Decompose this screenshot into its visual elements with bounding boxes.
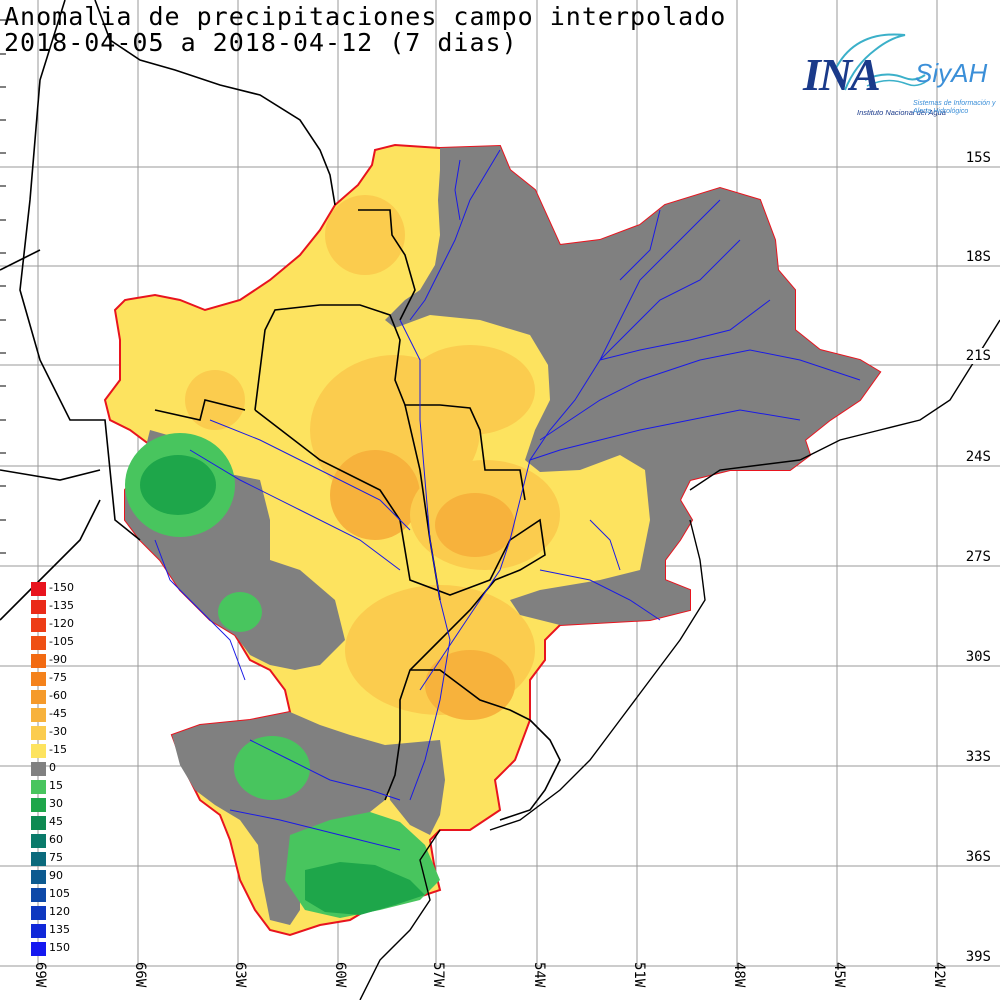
- legend-label: -45: [49, 707, 67, 720]
- legend-item: 135: [31, 922, 91, 940]
- legend-item: -60: [31, 688, 91, 706]
- legend-swatch: [31, 906, 46, 920]
- legend-item: -120: [31, 616, 91, 634]
- legend-swatch: [31, 852, 46, 866]
- legend-item: 120: [31, 904, 91, 922]
- logo-ina-text: INA: [803, 49, 881, 100]
- legend-item: 15: [31, 778, 91, 796]
- legend-item: 0: [31, 760, 91, 778]
- legend-item: -135: [31, 598, 91, 616]
- legend-label: 15: [49, 779, 63, 792]
- color-legend: -150 -135 -120 -105 -90 -75 -60 -45 -30 -15 0 15 30 4…: [31, 580, 91, 958]
- legend-swatch: [31, 690, 46, 704]
- country-borders: [0, 0, 561, 821]
- ina-siyah-logo: INA SiyAH Instituto Nacional del Agua Si…: [795, 30, 1000, 130]
- legend-swatch: [31, 708, 46, 722]
- legend-label: -90: [49, 653, 67, 666]
- legend-item: -90: [31, 652, 91, 670]
- logo-system-full: Sistemas de Información y Alerta Hidroló…: [913, 100, 996, 115]
- legend-label: -60: [49, 689, 67, 702]
- lat-label: 33S: [964, 749, 992, 765]
- lon-label: 63W: [232, 962, 248, 988]
- legend-item: -105: [31, 634, 91, 652]
- legend-label: 120: [49, 905, 70, 918]
- lon-label: 45W: [831, 962, 847, 988]
- lat-label: 15S: [964, 150, 992, 166]
- map-title: Anomalia de precipitaciones campo interp…: [4, 2, 727, 31]
- legend-swatch: [31, 834, 46, 848]
- legend-label: -150: [49, 581, 74, 594]
- orange-patches: [185, 195, 560, 720]
- legend-swatch: [31, 618, 46, 632]
- legend-label: -120: [49, 617, 74, 630]
- legend-item: -15: [31, 742, 91, 760]
- legend-label: -15: [49, 743, 67, 756]
- legend-swatch: [31, 654, 46, 668]
- lon-label: 54W: [531, 962, 547, 988]
- legend-swatch: [31, 672, 46, 686]
- legend-swatch: [31, 636, 46, 650]
- legend-label: 0: [49, 761, 56, 774]
- lon-label: 66W: [132, 962, 148, 988]
- legend-item: 75: [31, 850, 91, 868]
- logo-siyah-text: SiyAH: [915, 58, 988, 88]
- map-period: 2018-04-05 a 2018-04-12 (7 dias): [4, 28, 518, 57]
- legend-item: -75: [31, 670, 91, 688]
- rivers: [154, 149, 861, 851]
- legend-swatch: [31, 870, 46, 884]
- legend-item: 30: [31, 796, 91, 814]
- legend-swatch: [31, 942, 46, 956]
- legend-swatch: [31, 726, 46, 740]
- legend-swatch: [31, 798, 46, 812]
- legend-swatch: [31, 888, 46, 902]
- legend-label: 105: [49, 887, 70, 900]
- lat-label: 27S: [964, 549, 992, 565]
- green-regions: [125, 433, 440, 918]
- left-ticks: [0, 19, 6, 554]
- lat-label: 24S: [964, 449, 992, 465]
- logo-institute: Instituto Nacional del Agua: [857, 108, 946, 117]
- legend-label: 135: [49, 923, 70, 936]
- legend-label: -30: [49, 725, 67, 738]
- lon-label: 51W: [631, 962, 647, 988]
- legend-swatch: [31, 924, 46, 938]
- legend-swatch: [31, 780, 46, 794]
- legend-item: 150: [31, 940, 91, 958]
- lat-label: 30S: [964, 649, 992, 665]
- legend-item: -45: [31, 706, 91, 724]
- lat-label: 36S: [964, 849, 992, 865]
- legend-item: 45: [31, 814, 91, 832]
- legend-item: 60: [31, 832, 91, 850]
- legend-swatch: [31, 582, 46, 596]
- legend-label: 60: [49, 833, 63, 846]
- lon-label: 48W: [731, 962, 747, 988]
- legend-item: 90: [31, 868, 91, 886]
- legend-label: 75: [49, 851, 63, 864]
- legend-swatch: [31, 762, 46, 776]
- legend-item: -150: [31, 580, 91, 598]
- legend-swatch: [31, 744, 46, 758]
- lat-label: 18S: [964, 249, 992, 265]
- legend-label: -75: [49, 671, 67, 684]
- legend-label: -105: [49, 635, 74, 648]
- legend-label: 90: [49, 869, 63, 882]
- legend-item: -30: [31, 724, 91, 742]
- lat-label: 39S: [964, 949, 992, 965]
- legend-label: 150: [49, 941, 70, 954]
- lat-label: 21S: [964, 348, 992, 364]
- lon-label: 60W: [332, 962, 348, 988]
- legend-swatch: [31, 600, 46, 614]
- legend-label: 45: [49, 815, 63, 828]
- logo-swoosh-icon: [834, 33, 928, 91]
- lon-label: 57W: [430, 962, 446, 988]
- legend-label: 30: [49, 797, 63, 810]
- lon-label: 42W: [931, 962, 947, 988]
- legend-label: -135: [49, 599, 74, 612]
- legend-item: 105: [31, 886, 91, 904]
- legend-swatch: [31, 816, 46, 830]
- lon-label: 69W: [32, 962, 48, 988]
